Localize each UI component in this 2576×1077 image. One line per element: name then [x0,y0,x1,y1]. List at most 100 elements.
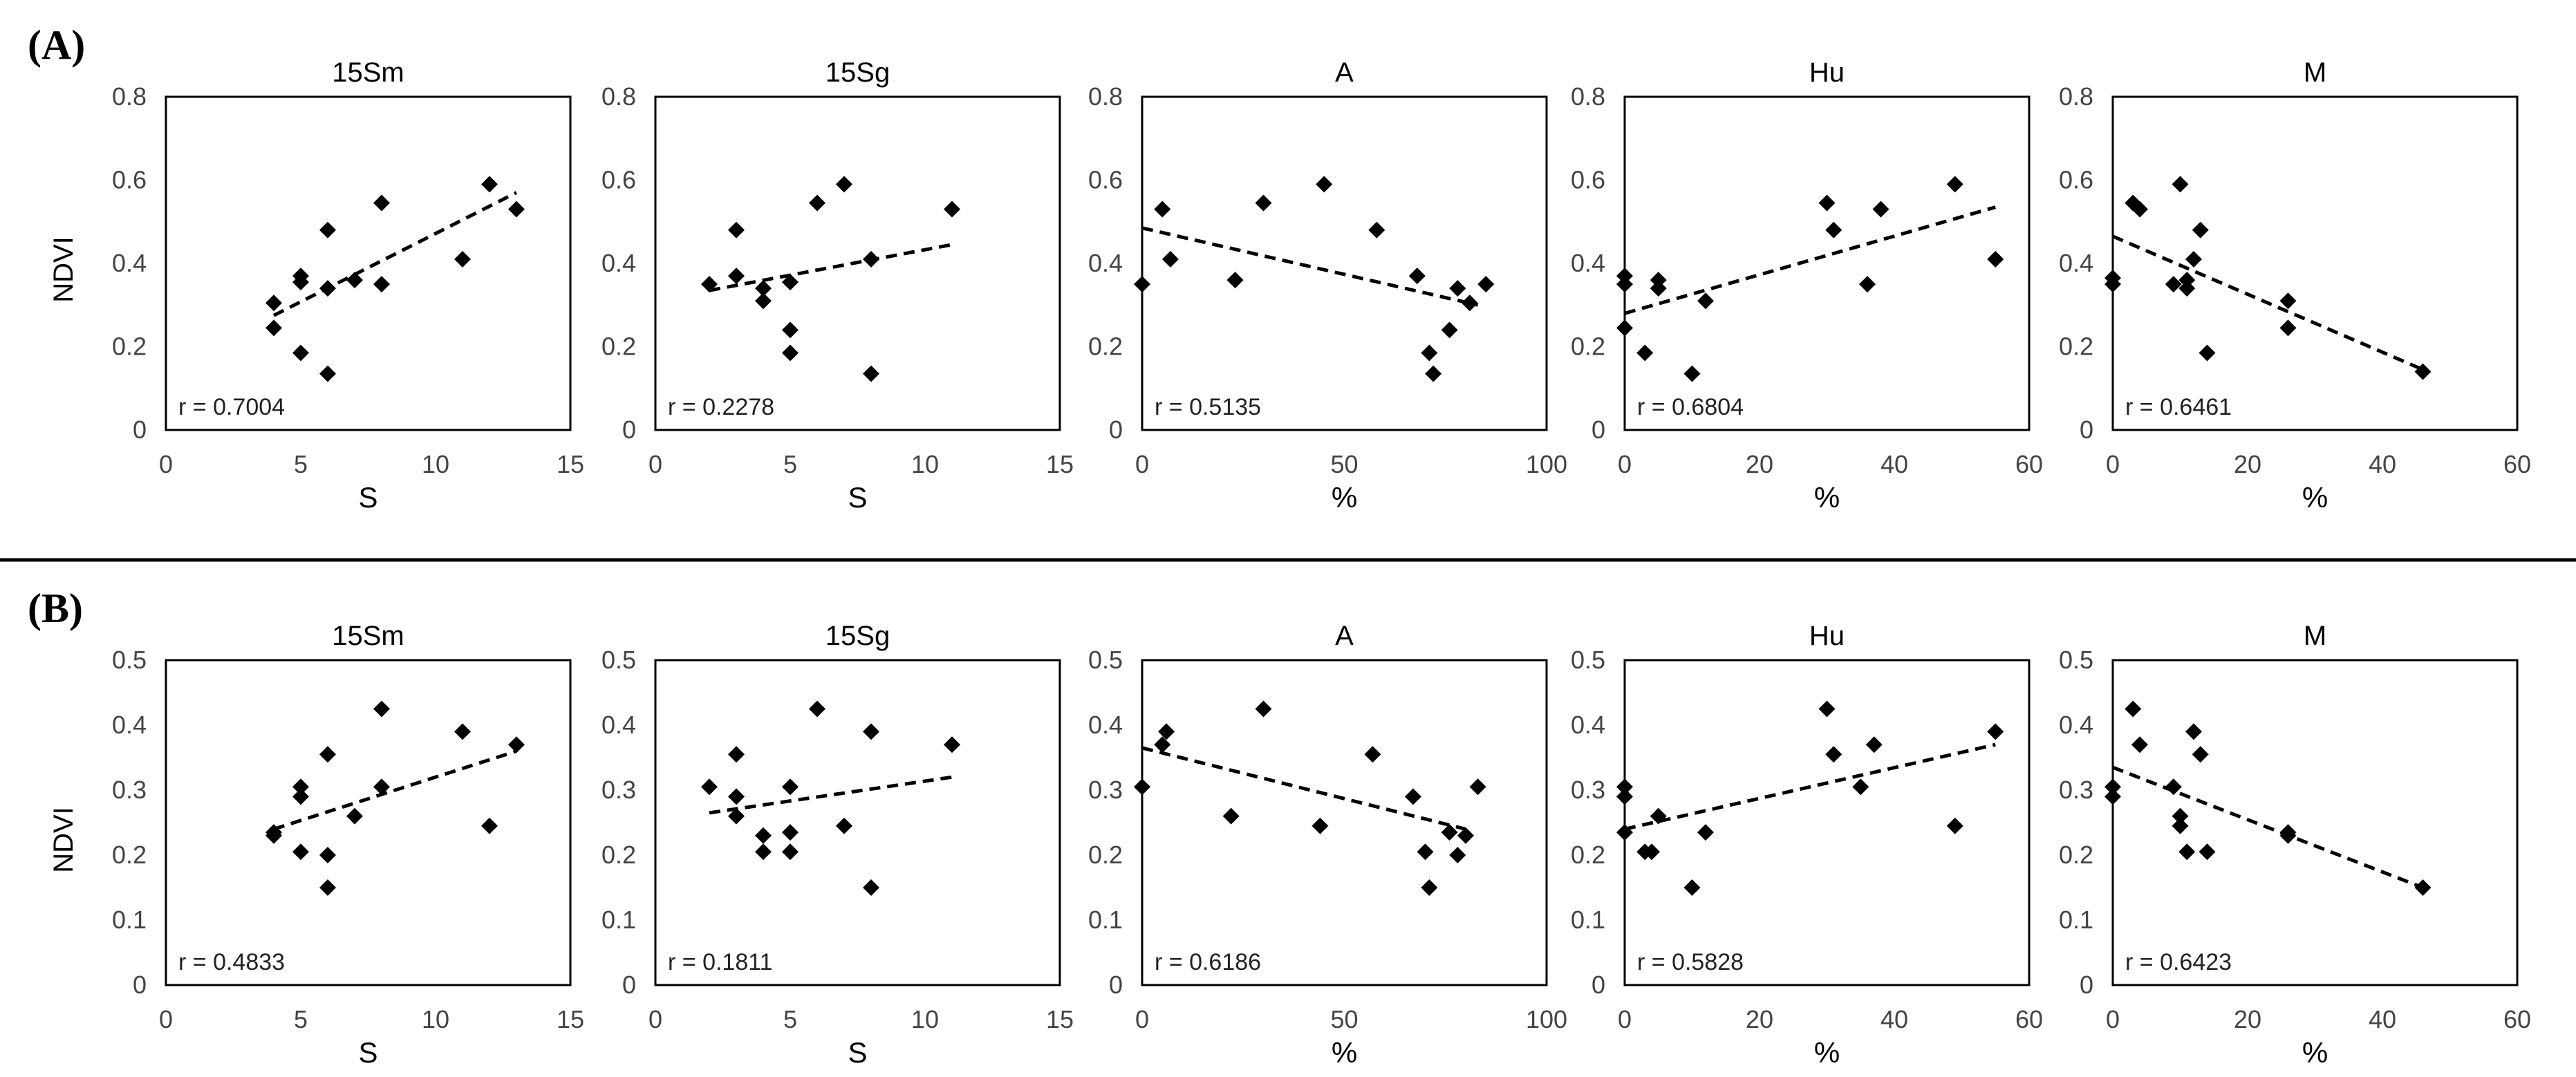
data-point [2185,250,2202,268]
data-point [481,817,498,834]
data-point [292,843,309,861]
x-axis-label: % [2302,481,2328,514]
correlation-label: r = 0.6186 [1155,949,1261,975]
x-tick-label: 100 [1526,1005,1567,1033]
x-tick-label: 0 [2106,1005,2120,1033]
data-point [1650,272,1667,289]
data-point [755,843,772,861]
plot-frame [1623,659,2031,986]
data-point [1312,817,1329,834]
data-point [1825,221,1842,238]
data-point [755,292,772,310]
data-point [1683,365,1701,382]
data-point [1222,807,1240,825]
data-point [373,194,390,212]
plot-title: 15Sg [825,621,890,651]
trendline [1624,205,1996,315]
correlation-label: r = 0.5135 [1155,394,1261,420]
data-point [782,321,799,339]
data-point [1457,827,1474,844]
plot-title: 15Sm [332,621,404,651]
y-tick-label: 0.1 [112,906,147,934]
data-point [2165,778,2182,796]
data-point [1364,746,1381,763]
y-tick-label: 0.6 [1571,166,1605,194]
data-point [2104,276,2121,293]
data-point [782,344,799,362]
data-point [2172,817,2189,834]
y-tick-label: 0.8 [2059,82,2093,111]
trendline [709,775,953,815]
y-tick-label: 0.5 [2059,646,2093,674]
x-axis-label: % [2302,1036,2328,1069]
data-point [944,200,960,218]
data-point [1154,200,1171,218]
x-tick-label: 60 [2503,450,2531,478]
data-point [755,827,772,844]
data-point [728,268,745,285]
y-tick-label: 0.2 [2059,841,2093,869]
data-point [373,778,390,796]
data-point [1697,824,1714,841]
scatter-plot-a-15sm: 15Sm 0 0.2 0.4 0.6 0.8 0 5 10 15 Sr = 0.7004 [112,57,584,514]
trendline [273,749,517,831]
data-point [1441,824,1458,841]
y-tick-label: 0.6 [2059,166,2093,194]
data-point [1368,221,1385,238]
data-point [265,827,282,844]
data-point [1425,365,1442,382]
y-tick-label: 0 [1109,415,1123,444]
y-tick-label: 0.5 [1088,646,1123,674]
data-point [1643,843,1660,861]
trendline [1141,226,1479,307]
data-point [1859,276,1876,293]
y-tick-label: 0.3 [601,776,636,804]
data-point [1404,788,1421,805]
y-tick-label: 0.4 [112,249,147,277]
correlation-label: r = 0.5828 [1637,949,1744,975]
y-tick-label: 0.2 [1571,333,1605,361]
x-tick-label: 0 [1618,450,1632,478]
y-tick-label: 0.1 [1571,906,1605,934]
y-tick-label: 0.2 [2059,333,2093,361]
data-point [319,365,336,382]
data-point [292,788,309,805]
x-tick-label: 20 [1746,450,1773,478]
data-point [782,778,799,796]
data-point [1616,778,1633,796]
y-tick-label: 0.8 [1571,82,1605,111]
scatter-plot-a-15sg: 15Sg 0 0.2 0.4 0.6 0.8 0 5 10 15 Sr = 0.2278 [601,57,1074,514]
data-point [728,221,745,238]
panel-label-a: (A) [28,22,85,68]
data-point [782,824,799,841]
trendline [272,191,518,317]
y-tick-label: 0.3 [1088,776,1123,804]
data-point [863,365,879,382]
data-point [2178,272,2196,289]
data-point [2279,827,2297,844]
trendline [2112,765,2424,890]
correlation-label: r = 0.6423 [2125,949,2232,975]
data-point [701,778,718,796]
x-tick-label: 50 [1330,450,1358,478]
y-tick-label: 0.1 [601,906,636,934]
y-tick-label: 0.3 [2059,776,2093,804]
y-tick-label: 0.4 [112,711,147,739]
trendline [1624,742,1996,831]
y-tick-label: 0 [1109,971,1123,999]
correlation-label: r = 0.6461 [2125,394,2232,420]
data-point [1134,778,1150,796]
data-point [2131,736,2148,753]
data-point [728,807,745,825]
plot-title: M [2304,57,2326,88]
data-point [1697,292,1714,310]
y-tick-label: 0.4 [1088,249,1123,277]
data-point [265,319,282,337]
x-tick-label: 0 [1135,450,1149,478]
data-point [2165,276,2182,293]
data-point [2192,746,2209,763]
y-tick-label: 0.4 [2059,711,2093,739]
scatter-plot-a-a: A 0 0.2 0.4 0.6 0.8 0 50 100% r = 0.5135 [1088,57,1567,514]
